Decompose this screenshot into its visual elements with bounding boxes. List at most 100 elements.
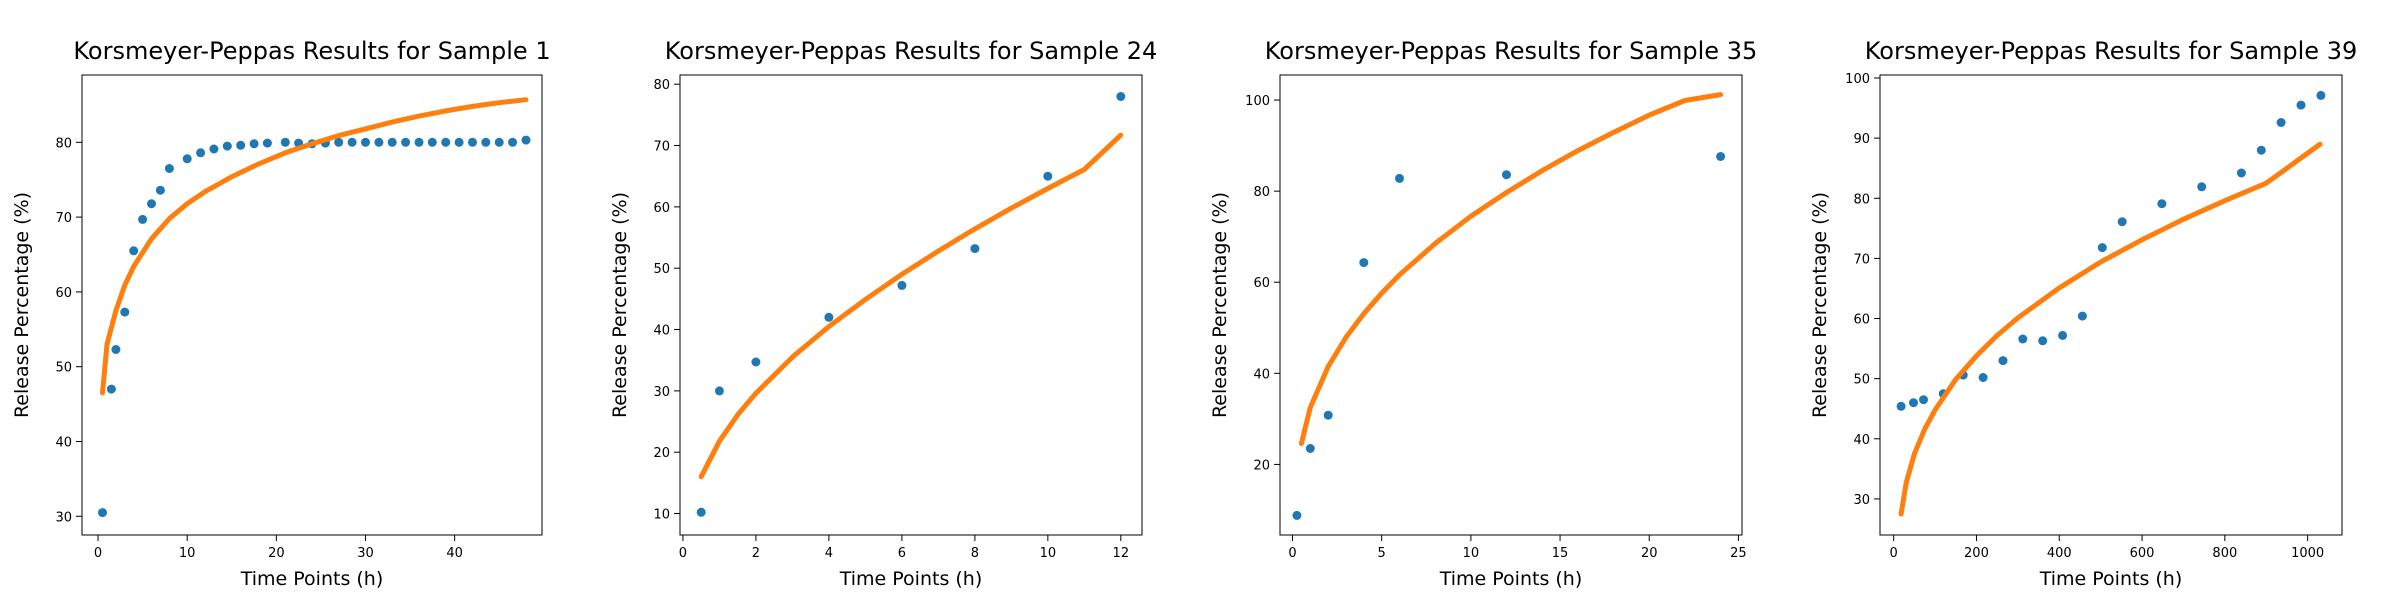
x-tick-label: 8: [971, 546, 979, 561]
data-point: [120, 307, 130, 317]
data-point: [1896, 401, 1906, 411]
x-tick-label: 30: [357, 546, 374, 561]
data-point: [2197, 182, 2207, 192]
data-point: [714, 386, 724, 396]
data-point: [1305, 444, 1315, 453]
data-point: [111, 345, 121, 354]
data-point: [468, 137, 477, 147]
data-point: [1359, 258, 1369, 268]
data-point: [401, 137, 411, 147]
y-tick-label: 60: [653, 201, 670, 216]
x-tick-label: 0: [94, 546, 102, 561]
y-tick-label: 60: [55, 286, 72, 301]
x-tick-label: 20: [1641, 546, 1658, 561]
data-point: [1978, 373, 1988, 382]
x-tick-label: 40: [446, 546, 463, 561]
data-point: [2276, 118, 2286, 127]
y-tick-label: 60: [1853, 313, 1870, 328]
data-point: [347, 137, 357, 147]
y-tick-label: 80: [55, 136, 72, 151]
data-point: [155, 185, 165, 195]
data-point: [182, 154, 192, 164]
x-tick-label: 10: [1463, 546, 1480, 561]
y-tick-label: 40: [653, 324, 670, 339]
y-tick-label: 30: [55, 510, 72, 525]
x-tick-label: 20: [268, 546, 285, 561]
x-tick-label: 200: [1964, 546, 1989, 561]
y-tick-label: 40: [1853, 433, 1870, 448]
fit-curve: [100, 97, 529, 396]
data-point: [751, 357, 761, 367]
data-point: [1395, 173, 1404, 183]
chart-title: Korsmeyer-Peppas Results for Sample 35: [1265, 37, 1757, 65]
data-point: [1116, 92, 1126, 101]
data-point: [106, 384, 116, 394]
data-point: [1919, 395, 1928, 405]
y-tick-label: 50: [1853, 373, 1870, 388]
y-tick-label: 30: [1853, 493, 1870, 508]
subplot-2: Korsmeyer-Peppas Results for Sample 24 Ti…: [609, 37, 1157, 590]
y-tick-label: 100: [1845, 72, 1870, 87]
x-tick-label: 0: [679, 546, 687, 561]
x-axis-label: Time Points (h): [2039, 568, 2183, 590]
x-tick-label: 0: [1288, 546, 1296, 561]
plot-frame: [81, 74, 543, 536]
x-tick-label: 600: [2130, 546, 2155, 561]
y-tick-label: 90: [1853, 132, 1870, 147]
data-point: [222, 141, 232, 151]
y-tick-label: 80: [653, 78, 670, 93]
data-point: [441, 137, 451, 147]
x-axis-label: Time Points (h): [1439, 568, 1583, 590]
y-axis-label: Release Percentage (%): [1209, 192, 1231, 418]
x-tick-label: 6: [898, 546, 906, 561]
chart-title: Korsmeyer-Peppas Results for Sample 24: [665, 37, 1157, 65]
data-point: [427, 137, 437, 147]
y-tick-label: 60: [1253, 276, 1270, 291]
plot-frame: [679, 74, 1143, 536]
data-point: [2097, 243, 2107, 253]
plot-frame: [1279, 74, 1743, 536]
data-point: [196, 148, 206, 158]
fit-curve: [1298, 92, 1724, 446]
data-point: [2077, 311, 2087, 321]
y-tick-label: 20: [1253, 458, 1270, 473]
plot-frame: [1879, 74, 2343, 536]
data-point: [374, 137, 384, 147]
y-tick-label: 10: [653, 508, 670, 523]
y-tick-label: 50: [653, 262, 670, 277]
data-point: [2018, 334, 2028, 344]
data-point: [1716, 152, 1726, 161]
data-point: [481, 137, 491, 147]
x-tick-label: 15: [1552, 546, 1569, 561]
data-point: [2296, 100, 2306, 110]
data-point: [164, 164, 174, 173]
data-point: [414, 137, 424, 147]
x-tick-label: 0: [1890, 546, 1898, 561]
data-point: [2117, 217, 2127, 227]
data-point: [147, 199, 156, 209]
chart-title: Korsmeyer-Peppas Results for Sample 1: [73, 37, 550, 65]
fit-curve: [1898, 141, 2323, 517]
x-tick-label: 12: [1113, 546, 1130, 561]
data-point: [1043, 171, 1053, 181]
data-point: [1909, 398, 1918, 408]
y-tick-label: 100: [1245, 94, 1270, 109]
data-point: [236, 140, 246, 150]
data-point: [2038, 336, 2048, 346]
x-axis-label: Time Points (h): [839, 568, 983, 590]
y-axis-label: Release Percentage (%): [609, 192, 631, 418]
data-point: [970, 244, 980, 254]
subplot-3: Korsmeyer-Peppas Results for Sample 35 Ti…: [1209, 37, 1757, 590]
data-point: [249, 139, 259, 149]
data-point: [454, 137, 464, 147]
data-point: [696, 507, 706, 517]
y-tick-label: 40: [55, 436, 72, 451]
subplot-1: Korsmeyer-Peppas Results for Sample 1 Tim…: [11, 37, 551, 590]
y-tick-label: 50: [55, 361, 72, 376]
x-tick-label: 800: [2212, 546, 2237, 561]
data-point: [508, 137, 518, 147]
y-tick-label: 40: [1253, 367, 1270, 382]
subplot-4: Korsmeyer-Peppas Results for Sample 39 Ti…: [1809, 37, 2357, 590]
data-point: [1502, 170, 1511, 180]
y-tick-label: 70: [1853, 252, 1870, 267]
